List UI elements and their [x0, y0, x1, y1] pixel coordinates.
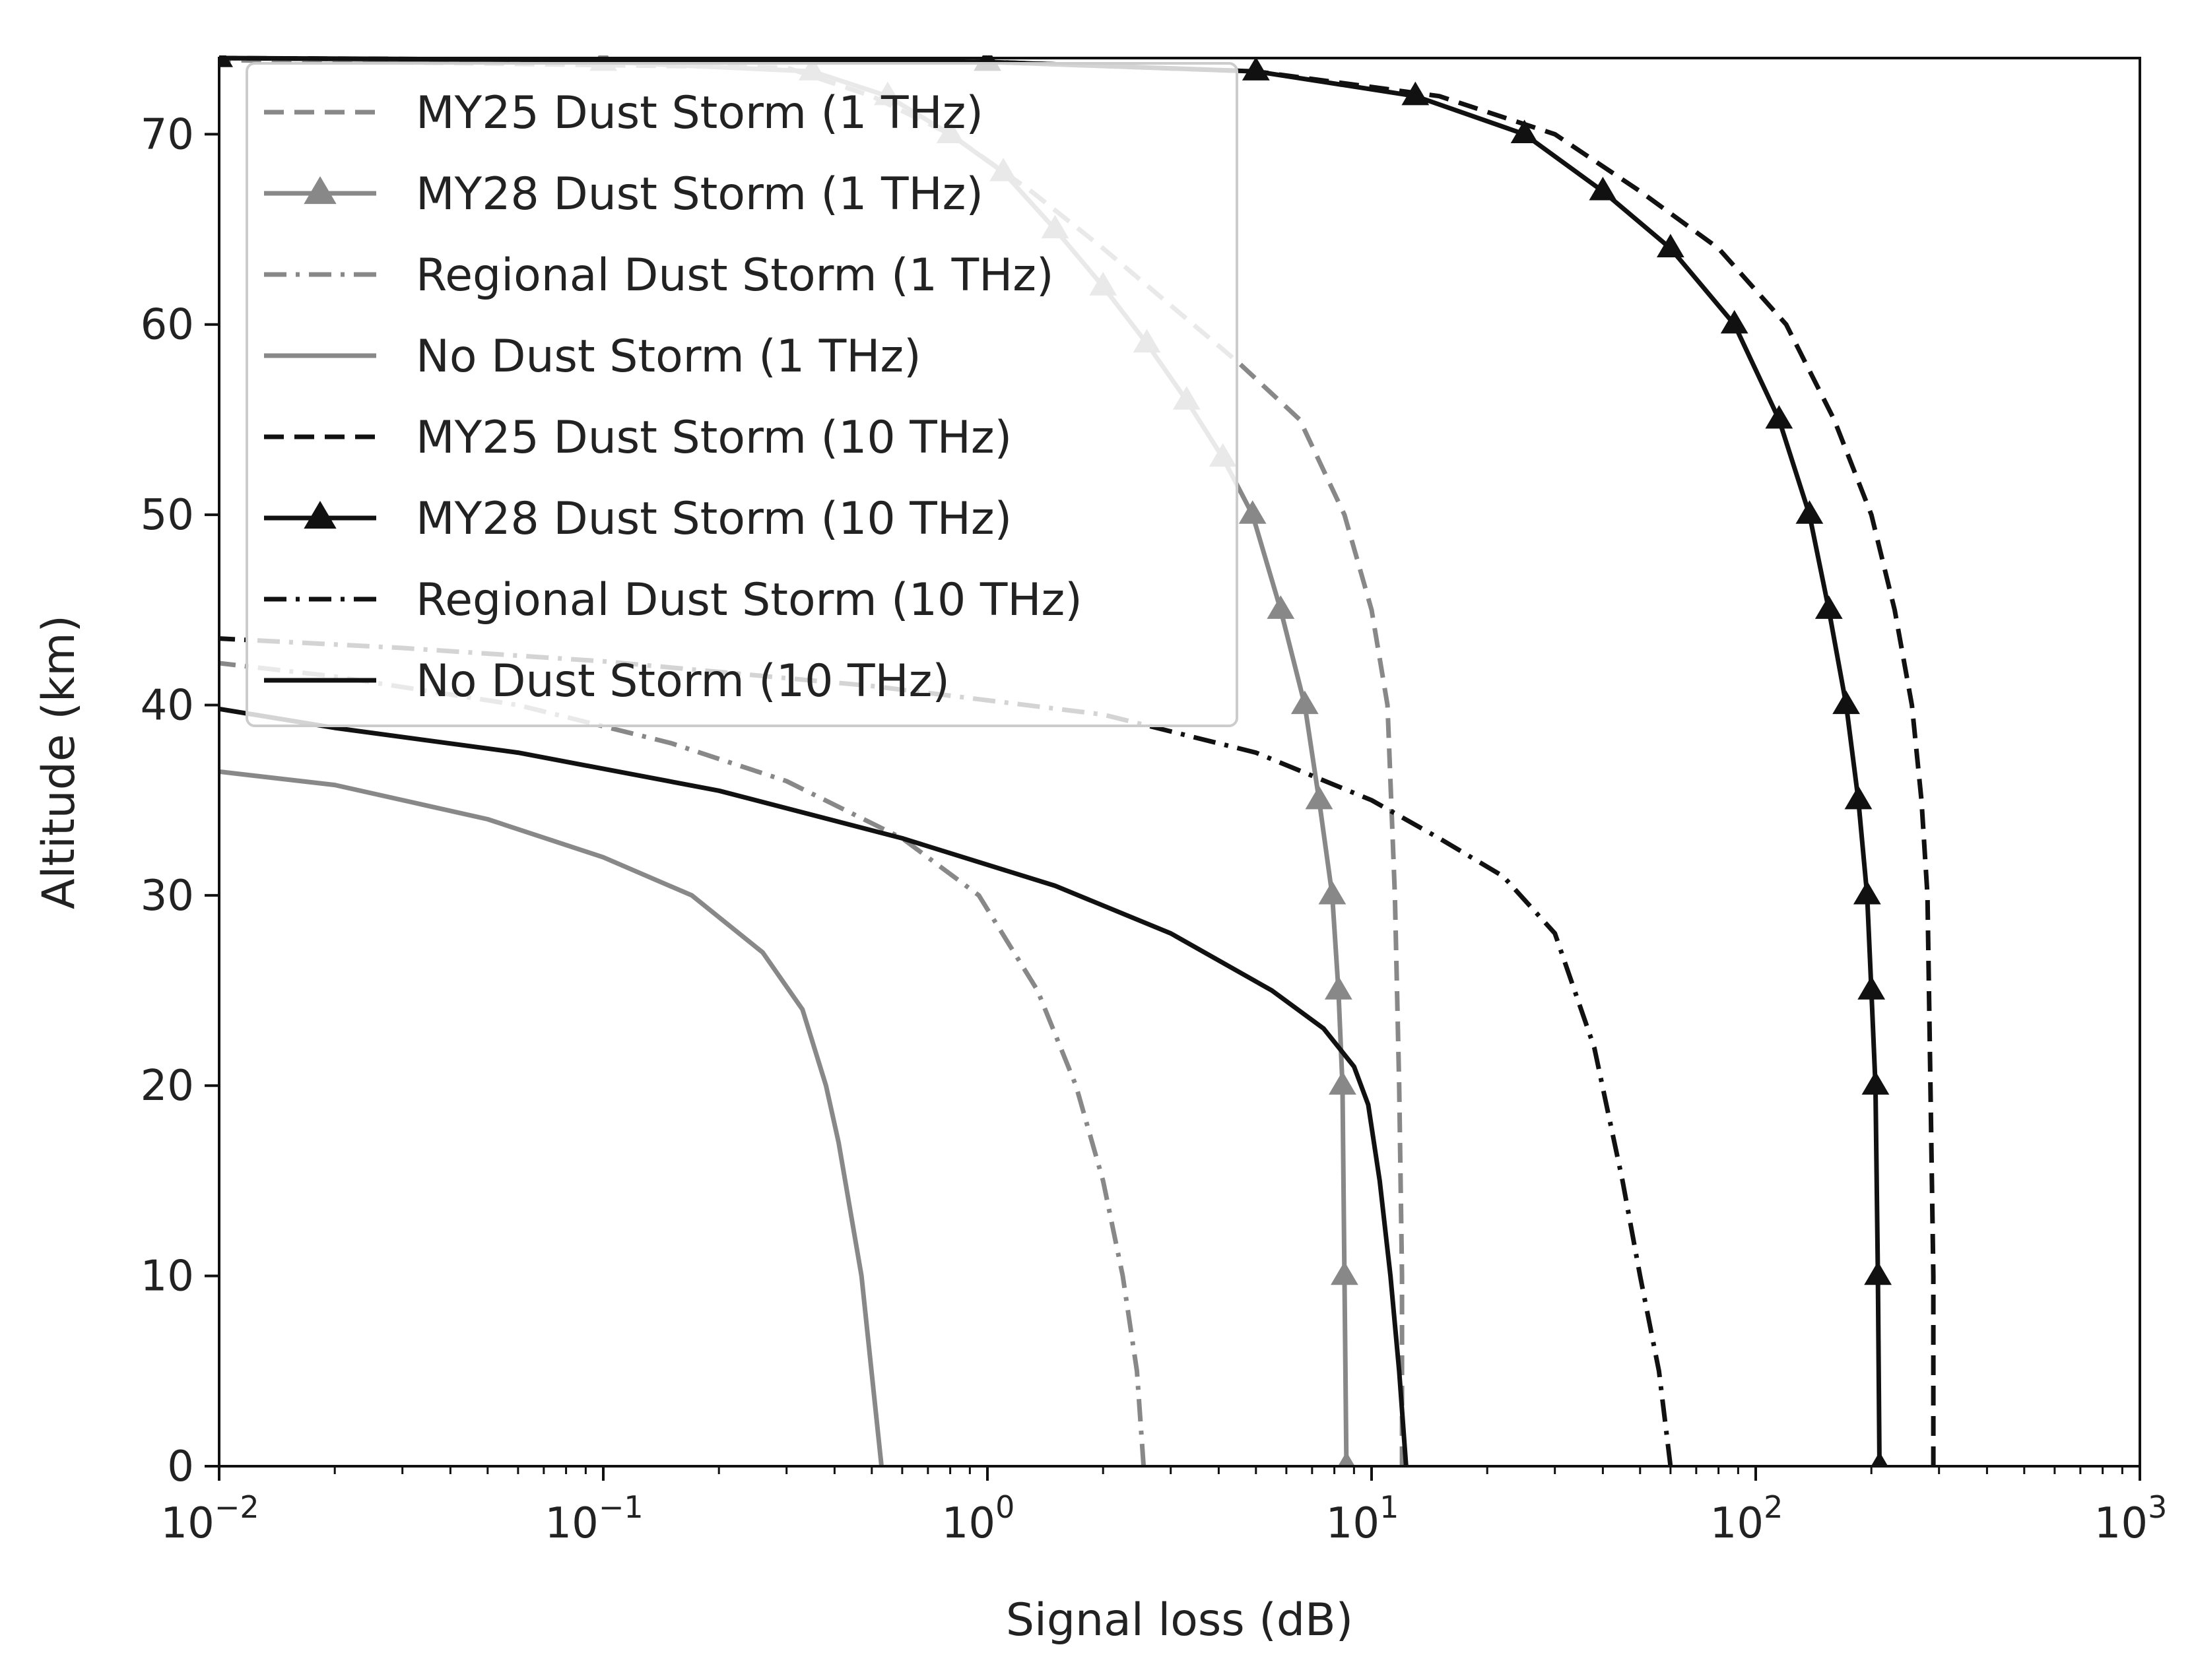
- x-tick-label-6: 103: [2094, 1489, 2168, 1548]
- series-6-point-3: [1861, 1071, 1890, 1095]
- series-2-point-5: [1318, 880, 1346, 905]
- x-axis-label: Signal loss (dB): [1006, 1594, 1353, 1646]
- x-tick-label-2: 10−1: [545, 1489, 643, 1548]
- series-line-4: [219, 769, 884, 1466]
- y-tick-label-2: 10: [141, 1252, 194, 1301]
- series-2-point-1: [1337, 1452, 1355, 1466]
- series-4: [219, 769, 884, 1466]
- y-tick-label-8: 70: [141, 110, 194, 159]
- series-8: [219, 706, 1409, 1466]
- legend-label-4: No Dust Storm (1 THz): [416, 331, 921, 383]
- series-2-point-9: [1238, 500, 1267, 524]
- series-2-point-2: [1331, 1261, 1358, 1285]
- series-6-point-8: [1814, 595, 1843, 619]
- series-2-point-4: [1324, 976, 1352, 1000]
- legend-label-5: MY25 Dust Storm (10 THz): [416, 412, 1012, 464]
- legend-label-3: Regional Dust Storm (1 THz): [416, 249, 1053, 302]
- legend-label-6: MY28 Dust Storm (10 THz): [416, 493, 1012, 545]
- series-2-point-7: [1290, 690, 1319, 715]
- plot-frame: [218, 57, 2141, 1468]
- series-5: [219, 55, 1936, 1466]
- series-6-point-2: [1864, 1261, 1892, 1285]
- legend-label-1: MY25 Dust Storm (1 THz): [416, 87, 983, 139]
- legend-label-2: MY28 Dust Storm (1 THz): [416, 168, 983, 220]
- series-6-point-7: [1832, 690, 1860, 715]
- series-6-point-12: [1656, 234, 1684, 258]
- legend-box: [246, 62, 1238, 727]
- legend-marker-6: [304, 501, 337, 529]
- y-tick-label-4: 30: [141, 872, 194, 921]
- series-6-point-4: [1857, 976, 1886, 1000]
- y-tick-label-5: 40: [141, 681, 194, 730]
- series-line-8: [219, 706, 1409, 1466]
- y-tick-label-7: 60: [141, 301, 194, 350]
- legend-label-8: No Dust Storm (10 THz): [416, 655, 950, 707]
- series-6-point-5: [1853, 880, 1881, 905]
- series-line-5: [219, 55, 1936, 1466]
- y-tick-label-3: 20: [141, 1062, 194, 1111]
- series-6-point-11: [1720, 309, 1748, 334]
- legend: MY25 Dust Storm (1 THz) MY28 Dust Storm (…: [246, 62, 1238, 727]
- x-tick-label-1: 10−2: [160, 1489, 259, 1548]
- series-2-point-3: [1329, 1071, 1356, 1095]
- series-6-point-15: [1401, 81, 1430, 106]
- y-tick-label-6: 50: [141, 491, 194, 540]
- x-tick-label-5: 102: [1710, 1489, 1783, 1548]
- legend-label-7: Regional Dust Storm (10 THz): [416, 574, 1082, 626]
- series-6-point-13: [1589, 176, 1617, 201]
- legend-marker-2: [304, 176, 337, 205]
- series-2-point-6: [1305, 785, 1333, 810]
- y-tick-label-1: 0: [167, 1442, 194, 1491]
- series-line-6: [219, 55, 1882, 1466]
- x-tick-label-4: 101: [1326, 1489, 1399, 1548]
- series-line-3: [219, 661, 1147, 1466]
- y-axis-label: Altitude (km): [33, 615, 85, 909]
- series-2-point-8: [1267, 595, 1295, 619]
- series-3: [219, 661, 1147, 1466]
- series-6-point-9: [1795, 500, 1824, 524]
- x-tick-label-3: 100: [942, 1489, 1015, 1548]
- axes-layer: 10−2 10−1 100 101 102 103 0 10 20 30 40 50 60 70: [141, 110, 2168, 1548]
- series-6-point-1: [1871, 1452, 1888, 1466]
- series-6-point-14: [1510, 119, 1539, 143]
- series-6-point-16: [1242, 57, 1270, 81]
- series-6-point-10: [1765, 404, 1793, 429]
- series-6-point-6: [1844, 785, 1873, 810]
